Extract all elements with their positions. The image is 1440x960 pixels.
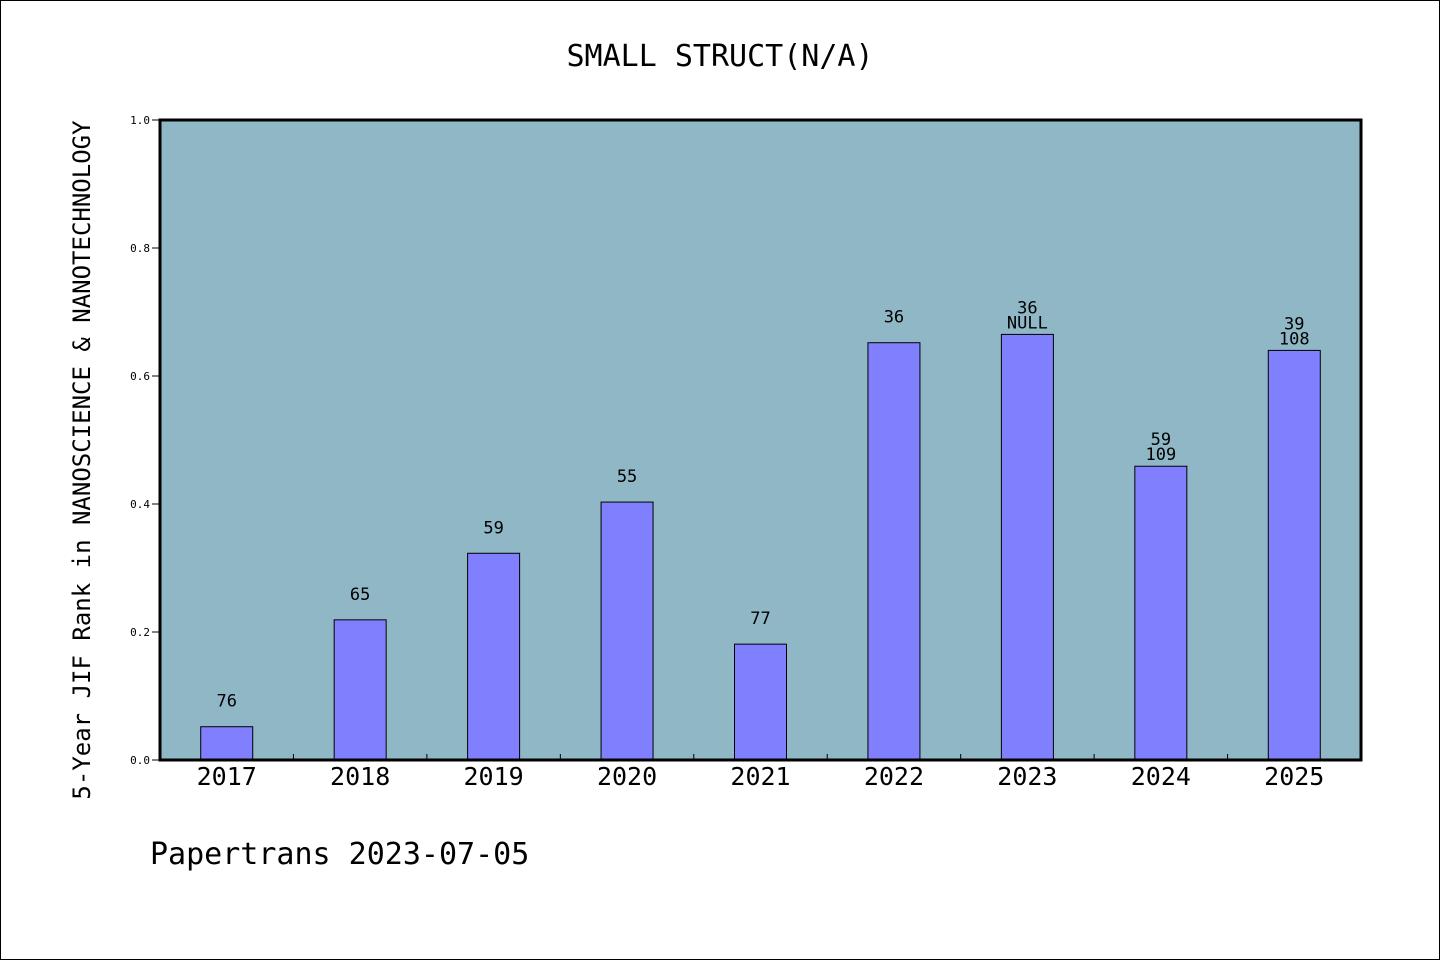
y-tick-label-0.2: 0.2 xyxy=(130,626,150,639)
bar-2019 xyxy=(467,552,521,761)
data-label-2020: 55 xyxy=(617,467,637,487)
data-label-2022: 36 xyxy=(884,308,904,328)
bar-2018 xyxy=(333,619,387,761)
data-label-2023-2: NULL xyxy=(1007,313,1048,333)
bar-2021 xyxy=(734,643,787,761)
x-axis: 2017 2018 2019 2020 2021 2022 2023 2024 2025 xyxy=(197,754,1324,791)
x-tick-label-2017: 2017 xyxy=(197,762,257,791)
y-tick-label-1.0: 1.0 xyxy=(130,114,150,127)
bar-2022 xyxy=(867,342,921,761)
data-label-2021: 77 xyxy=(750,609,770,629)
x-tick-label-2022: 2022 xyxy=(864,762,924,791)
data-label-2017: 76 xyxy=(216,692,236,712)
data-label-2018: 65 xyxy=(350,585,370,605)
x-tick-label-2024: 2024 xyxy=(1131,762,1191,791)
data-label-2025-1: 39 xyxy=(1284,314,1304,334)
plot-border xyxy=(158,118,1363,762)
x-tick-label-2018: 2018 xyxy=(330,762,390,791)
bar-2017 xyxy=(200,726,254,761)
bar-2024 xyxy=(1134,465,1188,761)
y-axis: 0.0 0.2 0.4 0.6 0.8 1.0 xyxy=(130,114,160,767)
data-label-2024-2: 109 xyxy=(1145,445,1176,465)
bar-2025 xyxy=(1267,349,1321,761)
bar-2023 xyxy=(1000,333,1054,761)
x-tick-label-2023: 2023 xyxy=(997,762,1057,791)
x-tick-label-2025: 2025 xyxy=(1264,762,1324,791)
data-label-2023-1: 36 xyxy=(1017,298,1037,318)
bars-group xyxy=(200,333,1321,761)
y-axis-label: 5-Year JIF Rank in NANOSCIENCE & NANOTEC… xyxy=(68,120,96,800)
data-label-2019: 59 xyxy=(483,518,503,538)
y-tick-label-0.4: 0.4 xyxy=(130,498,150,511)
chart-title: SMALL STRUCT(N/A) xyxy=(566,39,873,74)
bar-2020 xyxy=(600,501,654,761)
x-tick-label-2020: 2020 xyxy=(597,762,657,791)
y-tick-label-0.0: 0.0 xyxy=(130,754,150,767)
x-tick-label-2019: 2019 xyxy=(464,762,524,791)
y-tick-label-0.6: 0.6 xyxy=(130,370,150,383)
data-label-2024-1: 59 xyxy=(1151,430,1171,450)
y-tick-label-0.8: 0.8 xyxy=(130,242,150,255)
data-label-2025-2: 108 xyxy=(1279,329,1310,349)
footer-text: Papertrans 2023-07-05 xyxy=(150,837,529,872)
x-tick-label-2021: 2021 xyxy=(730,762,790,791)
